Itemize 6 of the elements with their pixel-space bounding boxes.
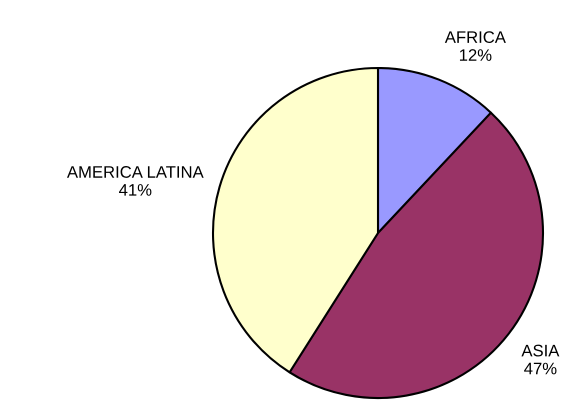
slice-label: ASIA <box>521 344 560 356</box>
slice-label: AMERICA LATINA <box>66 166 204 178</box>
data-label: 41% <box>119 184 152 196</box>
slice-label: AFRICA <box>444 31 506 43</box>
data-label: 12% <box>460 49 492 61</box>
data-label: 47% <box>524 362 556 374</box>
